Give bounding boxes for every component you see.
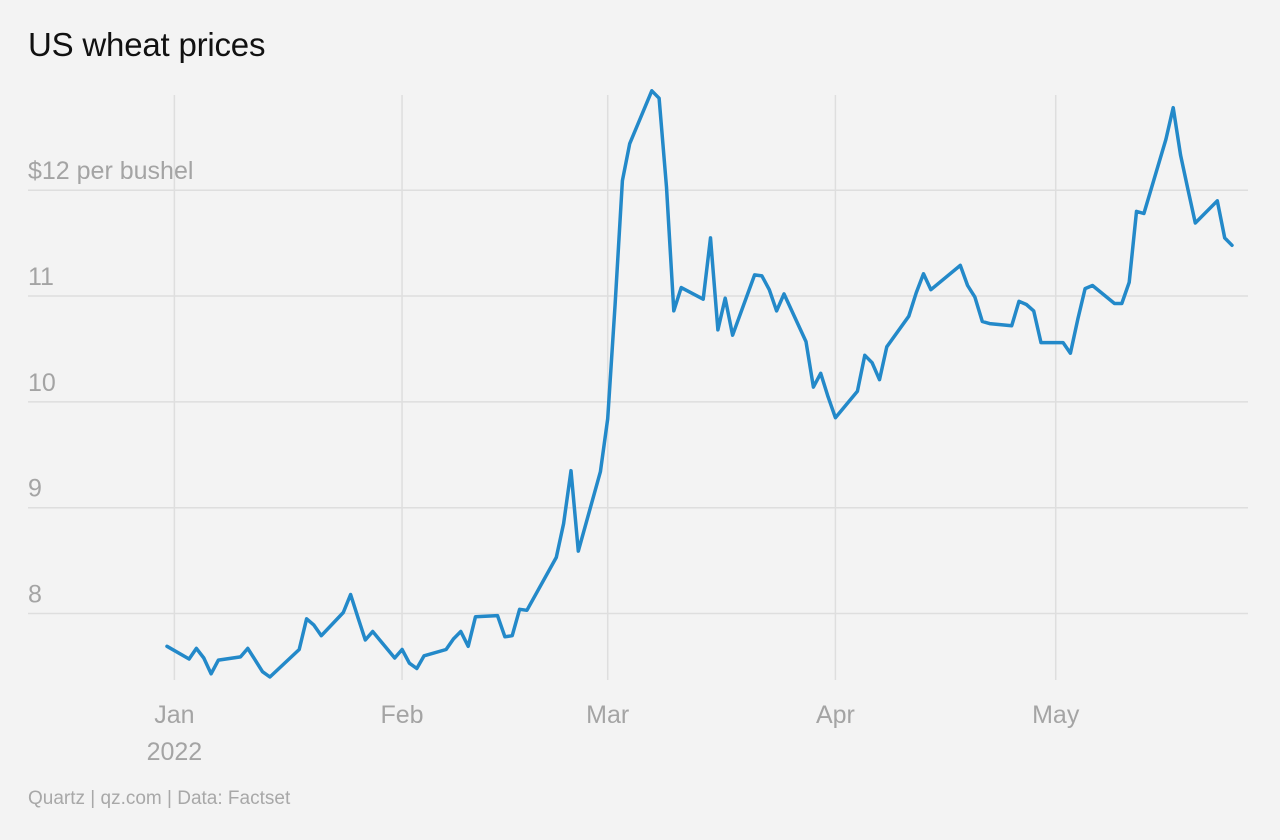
y-axis-tick-labels: 8 9 10 11 $12 per bushel [28, 157, 193, 608]
y-tick-label: 8 [28, 581, 42, 609]
x-tick-sublabel: 2022 [147, 738, 203, 766]
x-tick-label: Apr [816, 701, 855, 729]
y-tick-label: 9 [28, 475, 42, 503]
vertical-gridlines [173, 95, 1057, 680]
horizontal-gridlines [28, 189, 1248, 615]
x-tick-label: May [1032, 701, 1080, 729]
y-tick-label: 11 [28, 263, 54, 291]
chart-source: Quartz | qz.com | Data: Factset [28, 788, 291, 809]
x-axis-tick-labels: Jan 2022 Feb Mar Apr May [147, 701, 1080, 766]
chart-title: US wheat prices [28, 26, 266, 63]
y-tick-label: $12 per bushel [28, 157, 193, 185]
x-tick-label: Feb [381, 701, 424, 729]
x-tick-label: Jan [154, 701, 194, 729]
y-tick-label: 10 [28, 369, 56, 397]
series-group [165, 89, 1234, 679]
x-tick-label: Mar [586, 701, 629, 729]
series-line [165, 89, 1234, 679]
